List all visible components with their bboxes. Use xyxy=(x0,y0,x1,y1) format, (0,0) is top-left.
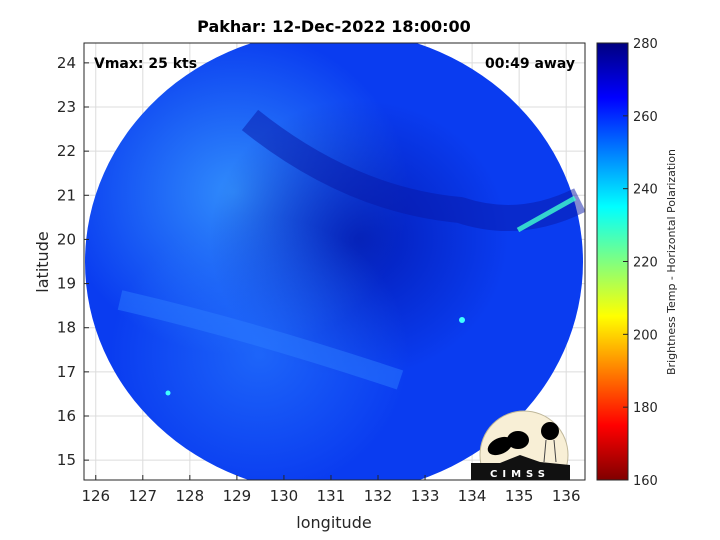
x-tick-label: 127 xyxy=(128,487,157,505)
y-tick-label: 17 xyxy=(57,363,76,381)
vmax-annotation: Vmax: 25 kts xyxy=(94,56,197,72)
x-tick-label: 134 xyxy=(458,487,487,505)
x-tick-label: 129 xyxy=(223,487,252,505)
x-tick-label: 132 xyxy=(364,487,393,505)
brightness-temp-swath xyxy=(85,43,585,480)
svg-text:CIMSS: CIMSS xyxy=(490,469,550,480)
x-tick-label: 133 xyxy=(411,487,440,505)
chart-title: Pakhar: 12-Dec-2022 18:00:00 xyxy=(197,17,471,36)
y-tick-label: 20 xyxy=(57,230,76,248)
y-axis: 15 16 17 18 19 20 21 22 23 24 xyxy=(57,54,89,469)
y-tick-label: 15 xyxy=(57,451,76,469)
y-tick-label: 23 xyxy=(57,98,76,116)
x-axis: 126 127 128 129 130 131 132 133 134 135 136 xyxy=(81,475,581,505)
y-tick-label: 24 xyxy=(57,54,76,72)
y-axis-label: latitude xyxy=(33,231,52,292)
y-tick-label: 16 xyxy=(57,407,76,425)
x-tick-label: 131 xyxy=(317,487,346,505)
x-tick-label: 135 xyxy=(505,487,534,505)
colorbar xyxy=(596,42,629,481)
colorbar-ticks: 160 180 200 220 240 260 280 xyxy=(623,37,658,489)
colorbar-tick-label: 220 xyxy=(633,256,658,271)
colorbar-tick-label: 160 xyxy=(633,474,658,489)
colorbar-tick-label: 180 xyxy=(633,401,658,416)
plot-frame xyxy=(83,42,586,481)
time-away-annotation: 00:49 away xyxy=(485,56,575,72)
y-tick-label: 19 xyxy=(57,275,76,293)
colorbar-tick-label: 280 xyxy=(633,37,658,52)
x-tick-label: 130 xyxy=(270,487,299,505)
cimss-logo: CIMSS xyxy=(471,410,570,480)
x-tick-label: 128 xyxy=(176,487,205,505)
x-tick-label: 136 xyxy=(552,487,581,505)
x-tick-label: 126 xyxy=(81,487,110,505)
y-tick-label: 18 xyxy=(57,319,76,337)
x-axis-label: longitude xyxy=(296,513,371,532)
y-tick-label: 21 xyxy=(57,186,76,204)
colorbar-tick-label: 260 xyxy=(633,110,658,125)
colorbar-tick-label: 200 xyxy=(633,328,658,343)
y-tick-label: 22 xyxy=(57,142,76,160)
colorbar-tick-label: 240 xyxy=(633,183,658,198)
colorbar-label: Brightness Temp - Horizontal Polarizatio… xyxy=(665,149,678,375)
